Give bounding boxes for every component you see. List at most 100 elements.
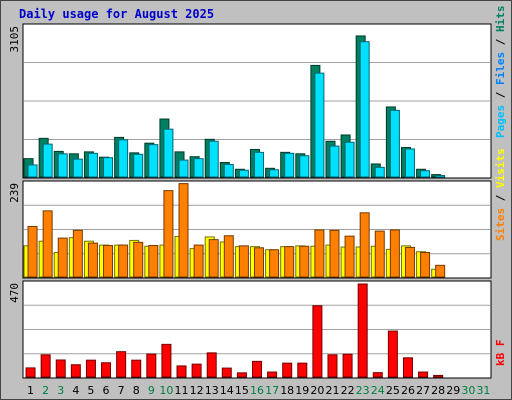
bar-kb-f-day-13 — [206, 352, 217, 378]
bar-sites-day-8 — [133, 241, 144, 278]
bar-files-day-2 — [42, 143, 53, 178]
x-tick-label-14: 14 — [220, 384, 234, 397]
x-tick-label-16: 16 — [250, 384, 264, 397]
legend-kbf: kB F — [494, 340, 507, 367]
x-tick-label-29: 29 — [446, 384, 460, 397]
bar-files-day-8 — [133, 153, 144, 178]
x-tick-label-13: 13 — [205, 384, 219, 397]
bar-sites-day-27 — [420, 251, 431, 278]
bar-files-day-26 — [404, 148, 415, 178]
bar-kb-f-day-27 — [418, 371, 429, 378]
bar-kb-f-day-18 — [282, 362, 293, 378]
x-tick-label-7: 7 — [118, 384, 125, 397]
bar-kb-f-day-25 — [387, 330, 398, 378]
bar-kb-f-day-2 — [40, 354, 51, 378]
bar-kb-f-day-20 — [312, 305, 323, 378]
x-tick-label-22: 22 — [341, 384, 355, 397]
x-tick-label-11: 11 — [175, 384, 189, 397]
bar-files-day-1 — [27, 164, 38, 178]
x-tick-label-6: 6 — [103, 384, 110, 397]
bar-kb-f-day-7 — [116, 351, 127, 378]
bar-kb-f-day-9 — [146, 353, 157, 378]
bar-sites-day-3 — [57, 237, 68, 278]
bar-sites-day-1 — [27, 225, 38, 278]
bar-files-day-19 — [299, 155, 310, 178]
bar-sites-day-26 — [404, 246, 415, 278]
x-tick-label-2: 2 — [42, 384, 49, 397]
bar-sites-day-5 — [87, 242, 98, 278]
bar-files-day-15 — [238, 169, 249, 178]
bar-kb-f-day-5 — [85, 359, 96, 378]
chart-title: Daily usage for August 2025 — [19, 7, 215, 21]
x-tick-label-25: 25 — [386, 384, 400, 397]
y-max-label: 3105 — [8, 26, 21, 53]
bar-sites-day-22 — [344, 235, 355, 278]
bar-sites-day-10 — [163, 190, 174, 278]
bar-kb-f-day-16 — [252, 360, 262, 378]
bar-files-day-20 — [314, 72, 325, 178]
x-tick-label-10: 10 — [159, 384, 173, 397]
bar-files-day-10 — [163, 128, 174, 178]
bar-sites-day-23 — [359, 212, 370, 278]
bar-sites-day-20 — [314, 229, 325, 278]
bar-sites-day-21 — [329, 229, 340, 278]
bar-files-day-24 — [374, 166, 385, 178]
bar-sites-day-17 — [269, 249, 280, 278]
x-tick-label-12: 12 — [190, 384, 204, 397]
bar-kb-f-day-4 — [70, 364, 81, 378]
bar-sites-day-12 — [193, 244, 204, 278]
legend-sites-visits: Sites / Visits — [494, 148, 507, 241]
y-max-label: 470 — [8, 283, 21, 303]
bar-kb-f-day-28 — [433, 374, 444, 378]
x-tick-label-28: 28 — [431, 384, 445, 397]
bar-kb-f-day-1 — [25, 367, 36, 378]
bar-kb-f-day-12 — [191, 363, 202, 378]
bar-sites-day-28 — [435, 264, 446, 278]
bar-sites-day-9 — [148, 244, 159, 278]
bar-files-day-21 — [329, 145, 340, 178]
bar-files-day-16 — [254, 151, 264, 178]
bar-kb-f-day-6 — [101, 362, 112, 378]
x-tick-label-24: 24 — [371, 384, 385, 397]
bar-sites-day-14 — [223, 235, 234, 278]
bar-sites-day-24 — [374, 230, 385, 278]
bar-files-day-5 — [87, 152, 98, 178]
bar-files-day-11 — [178, 159, 189, 178]
x-tick-label-23: 23 — [356, 384, 370, 397]
y-max-label: 239 — [8, 183, 21, 203]
bar-kb-f-day-3 — [55, 359, 66, 378]
bar-files-day-9 — [148, 144, 159, 178]
bar-kb-f-day-17 — [267, 371, 278, 378]
bar-files-day-7 — [118, 139, 129, 178]
x-tick-label-18: 18 — [280, 384, 294, 397]
bar-sites-day-7 — [118, 244, 129, 278]
bar-files-day-23 — [359, 41, 370, 178]
x-tick-label-15: 15 — [235, 384, 249, 397]
bar-sites-day-2 — [42, 210, 53, 278]
legend-pages-files-hits: Pages / Files / Hits — [494, 6, 507, 139]
bar-kb-f-day-15 — [236, 372, 247, 378]
bar-files-day-12 — [193, 158, 204, 178]
bar-kb-f-day-14 — [221, 367, 232, 378]
x-tick-label-9: 9 — [148, 384, 155, 397]
bar-files-day-28 — [435, 175, 446, 178]
bar-sites-day-15 — [238, 245, 249, 278]
bar-kb-f-day-10 — [161, 343, 172, 378]
x-tick-label-31: 31 — [476, 384, 490, 397]
x-tick-label-8: 8 — [133, 384, 140, 397]
bar-sites-day-18 — [284, 246, 295, 278]
x-tick-label-19: 19 — [295, 384, 309, 397]
bar-kb-f-day-26 — [402, 357, 413, 378]
bar-sites-day-25 — [389, 229, 400, 278]
bar-kb-f-day-21 — [327, 354, 338, 378]
bar-kb-f-day-22 — [342, 353, 353, 378]
bar-sites-day-13 — [208, 239, 219, 278]
bar-files-day-27 — [420, 170, 431, 178]
bar-files-day-22 — [344, 141, 355, 178]
bar-files-day-6 — [103, 157, 114, 178]
bar-files-day-17 — [269, 169, 280, 178]
bar-files-day-18 — [284, 152, 295, 178]
x-tick-label-1: 1 — [27, 384, 34, 397]
x-tick-label-20: 20 — [310, 384, 324, 397]
